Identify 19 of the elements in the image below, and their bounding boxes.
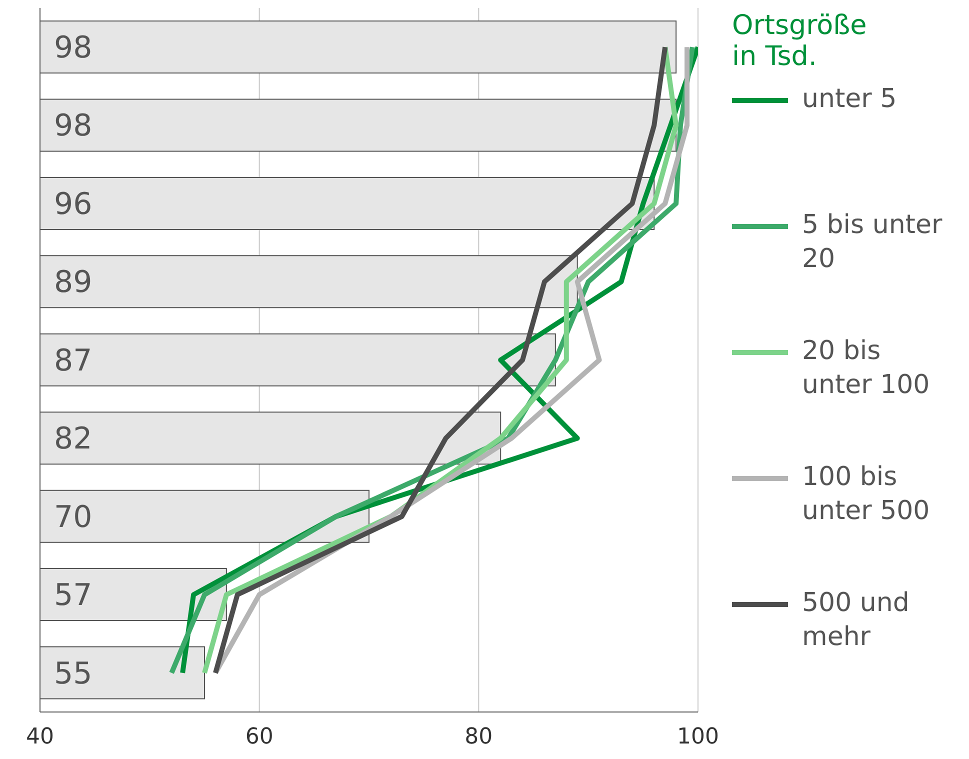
legend-label: 500 und mehr bbox=[802, 587, 910, 654]
data-label: 55 bbox=[54, 656, 92, 692]
data-label: 98 bbox=[54, 30, 92, 66]
x-tick-label: 80 bbox=[464, 724, 493, 750]
data-label: 70 bbox=[54, 500, 92, 535]
data-label: 96 bbox=[54, 186, 92, 222]
data-label: 98 bbox=[54, 108, 92, 144]
x-tick-label: 100 bbox=[677, 724, 719, 750]
legend-label: 5 bis unter 20 bbox=[802, 209, 944, 276]
data-label: 57 bbox=[54, 578, 92, 614]
legend-label: 100 bis unter 500 bbox=[802, 461, 931, 528]
legend-label: unter 5 bbox=[802, 83, 898, 116]
x-tick-label: 60 bbox=[245, 724, 274, 750]
data-label: 82 bbox=[54, 422, 92, 457]
legend-title: Ortsgröße in Tsd. bbox=[732, 10, 868, 72]
data-label: 89 bbox=[54, 265, 92, 300]
data-label: 87 bbox=[54, 343, 92, 378]
x-tick-label: 40 bbox=[26, 724, 54, 750]
legend-label: 20 bis unter 100 bbox=[802, 335, 931, 402]
